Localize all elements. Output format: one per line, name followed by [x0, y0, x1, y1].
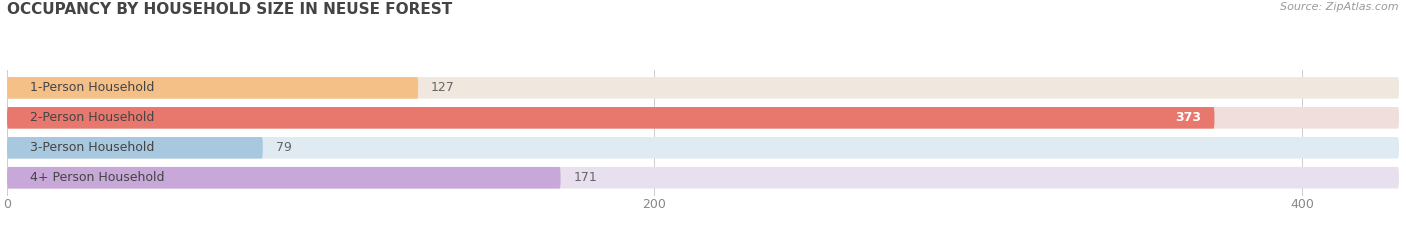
Text: 373: 373 — [1175, 111, 1202, 124]
FancyBboxPatch shape — [7, 107, 1399, 129]
FancyBboxPatch shape — [7, 77, 1399, 99]
Text: 127: 127 — [432, 81, 454, 94]
Text: 79: 79 — [276, 141, 291, 154]
FancyBboxPatch shape — [7, 137, 263, 159]
FancyBboxPatch shape — [7, 167, 1399, 188]
Text: 171: 171 — [574, 171, 598, 184]
Text: 3-Person Household: 3-Person Household — [30, 141, 155, 154]
Text: 1-Person Household: 1-Person Household — [30, 81, 155, 94]
FancyBboxPatch shape — [7, 77, 418, 99]
Text: OCCUPANCY BY HOUSEHOLD SIZE IN NEUSE FOREST: OCCUPANCY BY HOUSEHOLD SIZE IN NEUSE FOR… — [7, 2, 453, 17]
FancyBboxPatch shape — [7, 167, 561, 188]
Text: 4+ Person Household: 4+ Person Household — [30, 171, 165, 184]
Text: 2-Person Household: 2-Person Household — [30, 111, 155, 124]
FancyBboxPatch shape — [7, 137, 1399, 159]
FancyBboxPatch shape — [7, 107, 1215, 129]
Text: Source: ZipAtlas.com: Source: ZipAtlas.com — [1281, 2, 1399, 12]
